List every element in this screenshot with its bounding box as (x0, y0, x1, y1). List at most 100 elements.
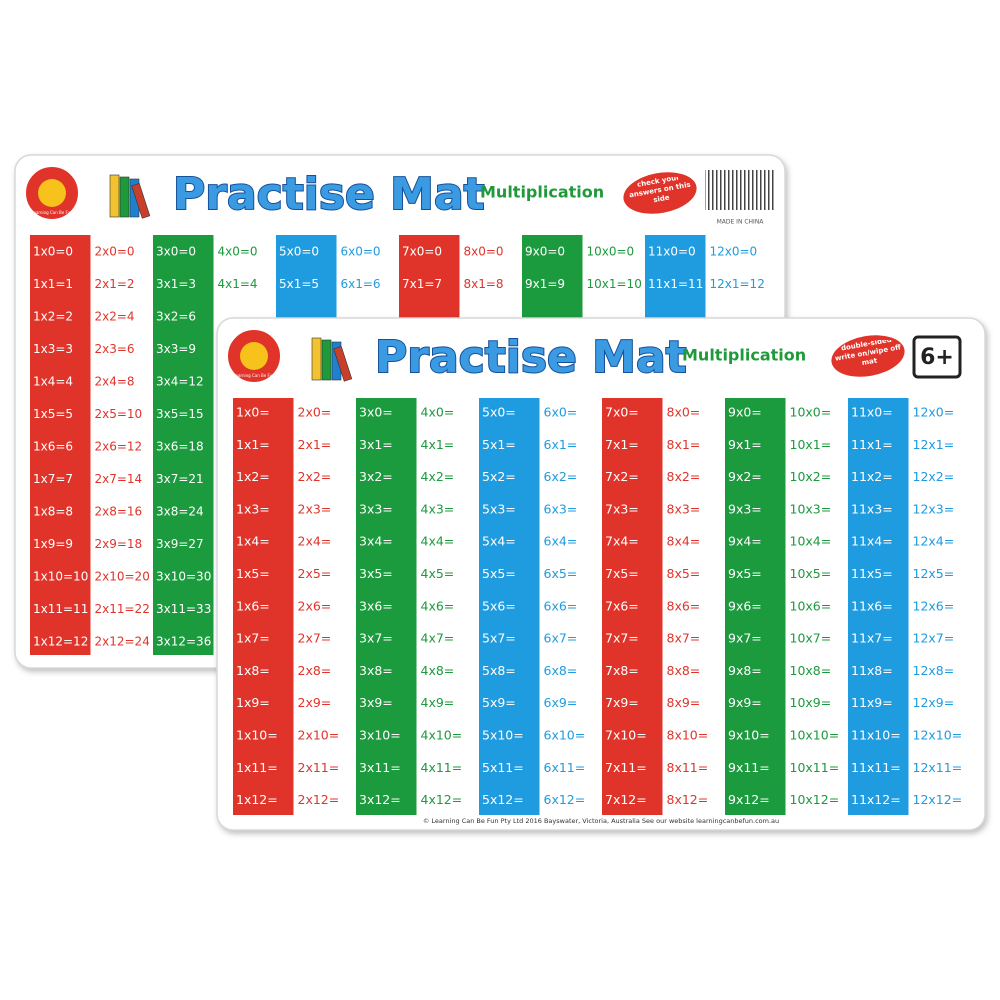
logo-inner (38, 179, 66, 207)
table-cell: 7x7= (605, 631, 639, 646)
table-cell: 5x8= (482, 663, 516, 678)
table-cell: 1x6= (236, 598, 270, 613)
table-cell: 12x0=0 (710, 245, 758, 259)
table-cell: 5x4= (482, 534, 516, 549)
table-cell: 2x2= (298, 469, 332, 484)
table-cell: 6x6= (544, 598, 578, 613)
table-cell: 4x9= (421, 695, 455, 710)
table-cell: 1x10= (236, 728, 278, 743)
table-cell: 2x10= (298, 728, 340, 743)
table-cell: 7x2= (605, 469, 639, 484)
table-cell: 6x7= (544, 631, 578, 646)
table-cell: 3x11=33 (156, 602, 211, 616)
table-cell: 9x9= (728, 695, 762, 710)
table-cell: 9x3= (728, 501, 762, 516)
table-cell: 7x11= (605, 760, 647, 775)
table-cell: 10x12= (790, 792, 840, 807)
table-cell: 5x12= (482, 792, 524, 807)
table-cell: 9x2= (728, 469, 762, 484)
table-cell: 2x8=16 (95, 505, 143, 519)
table-cell: 10x0=0 (587, 245, 635, 259)
badge-text: double-sided write on/wipe off mat (834, 340, 902, 368)
table-cell: 8x4= (667, 534, 701, 549)
table-cell: 1x12=12 (33, 635, 88, 649)
table-cell: 12x1= (913, 437, 955, 452)
table-cell: 10x1=10 (587, 277, 642, 291)
table-cell: 9x1= (728, 437, 762, 452)
table-cell: 11x1=11 (648, 277, 703, 291)
table-cell: 6x10= (544, 728, 586, 743)
table-cell: 3x5= (359, 566, 393, 581)
table-cell: 11x9= (851, 695, 893, 710)
badge: check your answers on this side (629, 177, 692, 204)
table-cell: 6x11= (544, 760, 586, 775)
table-cell: 1x8= (236, 663, 270, 678)
table-cell: 8x2= (667, 469, 701, 484)
table-cell: 6x9= (544, 695, 578, 710)
column-band (602, 398, 663, 815)
table-cell: 3x10= (359, 728, 401, 743)
table-cell: 8x7= (667, 631, 701, 646)
table-cell: 4x12= (421, 792, 463, 807)
column-band (725, 398, 786, 815)
table-cell: 7x4= (605, 534, 639, 549)
table-cell: 8x12= (667, 792, 709, 807)
table-cell: 2x12= (298, 792, 340, 807)
table-cell: 10x8= (790, 663, 832, 678)
age-box (912, 335, 962, 379)
table-cell: 12x4= (913, 534, 955, 549)
table-cell: 4x0=0 (218, 245, 258, 259)
table-cell: 10x1= (790, 437, 832, 452)
table-cell: 9x7= (728, 631, 762, 646)
table-cell: 8x11= (667, 760, 709, 775)
table-cell: 9x4= (728, 534, 762, 549)
table-cell: 3x9= (359, 695, 393, 710)
table-cell: 7x12= (605, 792, 647, 807)
table-cell: 6x1= (544, 437, 578, 452)
table-cell: 5x5= (482, 566, 516, 581)
table-cell: 1x10=10 (33, 570, 88, 584)
table-cell: 7x3= (605, 501, 639, 516)
table-cell: 4x10= (421, 728, 463, 743)
age: 6+ (920, 345, 954, 370)
table-cell: 8x1= (667, 437, 701, 452)
table-cell: 4x3= (421, 501, 455, 516)
table-cell: 5x3= (482, 501, 516, 516)
table-cell: 7x10= (605, 728, 647, 743)
table-cell: 1x8=8 (33, 505, 73, 519)
subtitle: Multiplication (682, 346, 806, 365)
table-cell: 6x0= (544, 405, 578, 420)
table-cell: 10x9= (790, 695, 832, 710)
column-band (848, 398, 909, 815)
table-cell: 3x1= (359, 437, 393, 452)
table-cell: 12x3= (913, 501, 955, 516)
front-mat: Learning Can Be Fun Practise MatMultiplic… (216, 317, 986, 831)
column-band (30, 235, 91, 655)
table-cell: 9x1=9 (525, 277, 565, 291)
table-cell: 1x11=11 (33, 602, 88, 616)
badge: double-sided write on/wipe off mat (834, 340, 902, 368)
table-cell: 4x8= (421, 663, 455, 678)
table-cell: 2x9= (298, 695, 332, 710)
table-cell: 3x8=24 (156, 505, 204, 519)
table-cell: 10x5= (790, 566, 832, 581)
table-cell: 1x11= (236, 760, 278, 775)
column-band (153, 235, 214, 655)
table-cell: 12x7= (913, 631, 955, 646)
table-cell: 2x11=22 (95, 602, 150, 616)
table-cell: 10x6= (790, 598, 832, 613)
table-cell: 4x2= (421, 469, 455, 484)
table-cell: 3x6=18 (156, 440, 204, 454)
table-cell: 7x1=7 (402, 277, 442, 291)
table-cell: 3x2=6 (156, 310, 196, 324)
table-cell: 12x9= (913, 695, 955, 710)
book-icon (321, 339, 332, 381)
table-cell: 11x6= (851, 598, 893, 613)
table-cell: 3x12= (359, 792, 401, 807)
table-cell: 3x1=3 (156, 277, 196, 291)
table-cell: 3x0= (359, 405, 393, 420)
table-cell: 10x11= (790, 760, 840, 775)
table-cell: 3x9=27 (156, 537, 204, 551)
table-cell: 3x7=21 (156, 472, 204, 486)
table-cell: 8x6= (667, 598, 701, 613)
